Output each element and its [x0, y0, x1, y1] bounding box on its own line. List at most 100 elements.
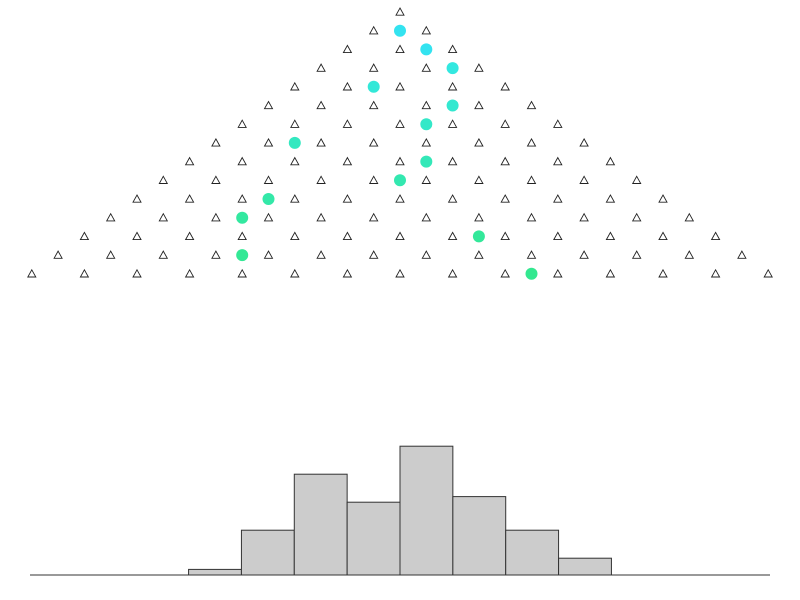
peg-marker — [421, 212, 432, 222]
peg-marker — [737, 250, 747, 259]
peg-marker — [395, 194, 405, 203]
peg-marker — [395, 44, 405, 54]
ball — [262, 193, 275, 205]
peg-marker — [316, 250, 326, 259]
peg-marker — [447, 44, 458, 54]
peg-marker — [368, 250, 379, 259]
peg-marker — [368, 25, 379, 35]
ball — [236, 211, 249, 224]
peg-marker — [395, 231, 405, 241]
peg-marker — [211, 137, 221, 147]
histogram-bar — [188, 568, 242, 576]
peg-marker — [184, 231, 195, 241]
peg-marker — [421, 137, 432, 147]
peg-marker — [474, 63, 484, 72]
peg-marker — [368, 137, 379, 147]
peg-marker — [710, 268, 721, 278]
peg-marker — [421, 100, 432, 110]
peg-marker — [132, 194, 142, 203]
peg-marker — [631, 250, 642, 259]
peg-marker — [316, 100, 326, 110]
peg-marker — [553, 231, 563, 241]
peg-marker — [658, 194, 668, 203]
peg-marker — [316, 137, 326, 147]
peg-marker — [237, 231, 247, 241]
peg-marker — [631, 175, 642, 184]
ball — [446, 99, 459, 112]
peg-marker — [290, 81, 300, 91]
peg-marker — [263, 137, 274, 147]
peg-marker — [447, 194, 458, 203]
peg-marker — [500, 156, 510, 166]
peg-marker — [579, 175, 589, 184]
ball — [420, 155, 433, 168]
peg-marker — [263, 100, 274, 110]
peg-marker — [421, 175, 432, 184]
peg-marker — [368, 212, 379, 222]
peg-marker — [79, 231, 90, 241]
peg-marker — [342, 81, 353, 91]
histogram-bar — [505, 529, 560, 576]
peg-marker — [447, 231, 458, 241]
peg-marker — [132, 268, 142, 278]
peg-marker — [237, 194, 247, 203]
peg-marker — [553, 268, 563, 278]
peg-marker — [290, 268, 300, 278]
peg-marker — [263, 175, 274, 184]
peg-marker — [184, 268, 195, 278]
peg-marker — [79, 268, 90, 278]
peg-marker — [342, 119, 353, 128]
peg-marker — [526, 212, 537, 222]
peg-marker — [395, 268, 405, 278]
peg-marker — [421, 63, 432, 72]
ball — [525, 267, 538, 280]
peg-marker — [211, 250, 221, 259]
peg-marker — [290, 231, 300, 241]
peg-marker — [526, 250, 537, 259]
peg-marker — [474, 250, 484, 259]
peg-marker — [500, 81, 510, 91]
peg-marker — [237, 119, 247, 128]
ball — [236, 249, 249, 262]
peg-marker — [132, 231, 142, 241]
peg-marker — [447, 119, 458, 128]
peg-marker — [158, 212, 169, 222]
peg-marker — [316, 175, 326, 184]
peg-grid — [27, 7, 773, 278]
peg-marker — [211, 212, 221, 222]
peg-marker — [395, 81, 405, 91]
ball — [288, 136, 301, 149]
peg-marker — [342, 44, 353, 54]
ball — [420, 118, 433, 131]
peg-marker — [263, 212, 274, 222]
peg-marker — [342, 156, 353, 166]
peg-marker — [395, 7, 405, 16]
peg-marker — [105, 250, 116, 259]
peg-marker — [710, 231, 721, 241]
ball — [394, 24, 406, 37]
peg-marker — [27, 268, 37, 278]
peg-marker — [158, 175, 169, 184]
peg-marker — [553, 156, 563, 166]
peg-marker — [658, 268, 668, 278]
peg-marker — [263, 250, 274, 259]
peg-marker — [658, 231, 668, 241]
peg-marker — [395, 156, 405, 166]
ball — [446, 62, 459, 75]
peg-marker — [684, 212, 695, 222]
peg-marker — [579, 212, 589, 222]
peg-marker — [421, 250, 432, 259]
histogram-bar — [452, 496, 507, 576]
histogram-bar — [346, 501, 401, 576]
peg-marker — [474, 175, 484, 184]
peg-marker — [53, 250, 63, 259]
peg-marker — [447, 156, 458, 166]
peg-marker — [342, 268, 353, 278]
histogram-bar — [240, 529, 295, 576]
peg-marker — [316, 212, 326, 222]
peg-marker — [631, 212, 642, 222]
peg-marker — [579, 137, 589, 147]
peg-marker — [237, 268, 247, 278]
peg-marker — [184, 156, 195, 166]
